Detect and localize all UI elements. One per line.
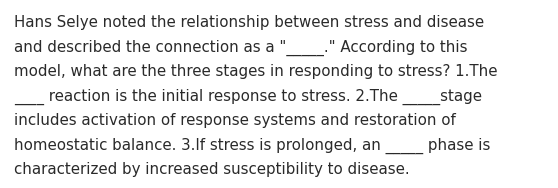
Text: homeostatic balance. 3.If stress is prolonged, an _____ phase is: homeostatic balance. 3.If stress is prol…	[14, 137, 490, 154]
Text: model, what are the three stages in responding to stress? 1.The: model, what are the three stages in resp…	[14, 64, 498, 79]
Text: ____ reaction is the initial response to stress. 2.The _____stage: ____ reaction is the initial response to…	[14, 89, 482, 105]
Text: and described the connection as a "_____." According to this: and described the connection as a "_____…	[14, 39, 468, 56]
Text: characterized by increased susceptibility to disease.: characterized by increased susceptibilit…	[14, 162, 410, 177]
Text: includes activation of response systems and restoration of: includes activation of response systems …	[14, 113, 456, 128]
Text: Hans Selye noted the relationship between stress and disease: Hans Selye noted the relationship betwee…	[14, 15, 484, 30]
